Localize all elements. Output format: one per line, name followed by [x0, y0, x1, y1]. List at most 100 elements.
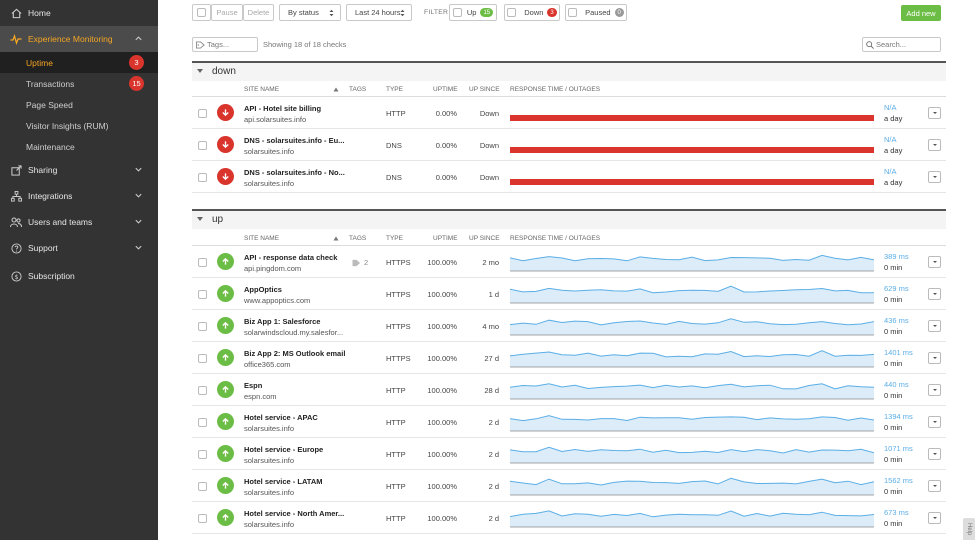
site-name[interactable]: DNS - solarsuites.info - No...	[244, 168, 345, 177]
row-checkbox[interactable]	[198, 450, 207, 459]
table-row[interactable]: AppOptics www.appoptics.com HTTPS 100.00% 1 …	[192, 278, 946, 310]
search-input[interactable]: Search...	[862, 37, 941, 52]
row-menu-button[interactable]	[928, 256, 941, 268]
site-name[interactable]: Biz App 1: Salesforce	[244, 317, 321, 326]
site-name[interactable]: AppOptics	[244, 285, 282, 294]
group-header-down[interactable]: down	[192, 61, 946, 81]
site-name[interactable]: Hotel service - North Amer...	[244, 509, 345, 518]
row-checkbox[interactable]	[198, 290, 207, 299]
site-name[interactable]: Hotel service - Europe	[244, 445, 324, 454]
response-time-value[interactable]: 440 ms	[884, 380, 909, 389]
response-time-sparkline[interactable]	[510, 380, 874, 402]
table-row[interactable]: Hotel service - LATAM solarsuites.info HTT…	[192, 470, 946, 502]
response-time-sparkline[interactable]	[510, 316, 874, 338]
table-row[interactable]: Hotel service - Europe solarsuites.info HT…	[192, 438, 946, 470]
filter-paused-toggle[interactable]: Paused 0	[565, 4, 627, 21]
filter-down-toggle[interactable]: Down 3	[504, 4, 560, 21]
sidebar-item-home[interactable]: Home	[0, 0, 158, 26]
time-range-select[interactable]: Last 24 hours	[346, 4, 412, 21]
row-checkbox[interactable]	[198, 482, 207, 491]
row-checkbox[interactable]	[198, 173, 207, 182]
sidebar-item-transactions[interactable]: Transactions 15	[0, 73, 158, 94]
response-time-value[interactable]: 629 ms	[884, 284, 909, 293]
row-menu-button[interactable]	[928, 139, 941, 151]
site-name[interactable]: Espn	[244, 381, 263, 390]
filter-up-toggle[interactable]: Up 15	[449, 4, 497, 21]
sidebar-item-support[interactable]: Support	[0, 235, 158, 261]
sidebar-item-sharing[interactable]: Sharing	[0, 157, 158, 183]
response-time-sparkline[interactable]	[510, 508, 874, 530]
row-menu-button[interactable]	[928, 512, 941, 524]
sort-asc-icon[interactable]	[333, 87, 339, 92]
response-time-value[interactable]: N/A	[884, 135, 897, 144]
sort-by-status-select[interactable]: By status	[279, 4, 341, 21]
row-menu-button[interactable]	[928, 416, 941, 428]
sidebar-item-users-teams[interactable]: Users and teams	[0, 209, 158, 235]
tags-filter-input[interactable]: Tags...	[192, 37, 258, 52]
row-menu-button[interactable]	[928, 107, 941, 119]
site-name[interactable]: Hotel service - APAC	[244, 413, 318, 422]
table-row[interactable]: Hotel service - North Amer... solarsuites…	[192, 502, 946, 534]
col-site-name[interactable]: SITE NAME	[244, 86, 280, 93]
select-all-checkbox[interactable]	[192, 4, 211, 21]
table-row[interactable]: API - Hotel site billing api.solarsuites.…	[192, 97, 946, 129]
row-checkbox[interactable]	[198, 109, 207, 118]
row-menu-button[interactable]	[928, 480, 941, 492]
sidebar-item-integrations[interactable]: Integrations	[0, 183, 158, 209]
table-row[interactable]: API - response data check api.pingdom.com…	[192, 246, 946, 278]
response-time-value[interactable]: 1401 ms	[884, 348, 913, 357]
row-checkbox[interactable]	[198, 141, 207, 150]
row-menu-button[interactable]	[928, 448, 941, 460]
row-menu-button[interactable]	[928, 384, 941, 396]
sidebar-item-subscription[interactable]: $ Subscription	[0, 263, 158, 289]
response-time-sparkline[interactable]	[510, 284, 874, 306]
feedback-tab[interactable]: Help	[963, 518, 975, 540]
response-time-sparkline[interactable]	[510, 444, 874, 466]
site-name[interactable]: Biz App 2: MS Outlook email	[244, 349, 346, 358]
table-row[interactable]: DNS - solarsuites.info - No... solarsuite…	[192, 161, 946, 193]
response-time-value[interactable]: 1071 ms	[884, 444, 913, 453]
response-time-value[interactable]: 389 ms	[884, 252, 909, 261]
site-name[interactable]: API - Hotel site billing	[244, 104, 322, 113]
sidebar-item-page-speed[interactable]: Page Speed	[0, 94, 158, 115]
row-checkbox[interactable]	[198, 322, 207, 331]
response-time-value[interactable]: 673 ms	[884, 508, 909, 517]
sidebar-item-uptime[interactable]: Uptime 3	[0, 52, 158, 73]
pause-button[interactable]: Pause	[211, 4, 243, 21]
site-name[interactable]: API - response data check	[244, 253, 338, 262]
table-row[interactable]: Biz App 1: Salesforce solarwindscloud.my.…	[192, 310, 946, 342]
row-menu-button[interactable]	[928, 320, 941, 332]
row-checkbox[interactable]	[198, 354, 207, 363]
site-name[interactable]: Hotel service - LATAM	[244, 477, 323, 486]
sort-asc-icon[interactable]	[333, 236, 339, 241]
sidebar-item-maintenance[interactable]: Maintenance	[0, 136, 158, 157]
table-row[interactable]: Hotel service - APAC solarsuites.info HTTP…	[192, 406, 946, 438]
row-checkbox[interactable]	[198, 386, 207, 395]
add-new-button[interactable]: Add new	[901, 5, 941, 21]
outage-bar-graph[interactable]	[510, 167, 874, 189]
outage-bar-graph[interactable]	[510, 103, 874, 125]
row-menu-button[interactable]	[928, 288, 941, 300]
table-row[interactable]: Espn espn.com HTTP 100.00% 28 d 440 ms 0 min	[192, 374, 946, 406]
response-time-value[interactable]: N/A	[884, 167, 897, 176]
response-time-value[interactable]: 1562 ms	[884, 476, 913, 485]
response-time-value[interactable]: 1394 ms	[884, 412, 913, 421]
group-header-up[interactable]: up	[192, 209, 946, 229]
row-menu-button[interactable]	[928, 352, 941, 364]
delete-button[interactable]: Delete	[243, 4, 274, 21]
response-time-value[interactable]: 436 ms	[884, 316, 909, 325]
col-site-name[interactable]: SITE NAME	[244, 235, 280, 242]
response-time-sparkline[interactable]	[510, 252, 874, 274]
row-checkbox[interactable]	[198, 258, 207, 267]
row-checkbox[interactable]	[198, 514, 207, 523]
outage-bar-graph[interactable]	[510, 135, 874, 157]
response-time-sparkline[interactable]	[510, 476, 874, 498]
response-time-sparkline[interactable]	[510, 348, 874, 370]
table-row[interactable]: Biz App 2: MS Outlook email office365.com…	[192, 342, 946, 374]
site-name[interactable]: DNS - solarsuites.info - Eu...	[244, 136, 345, 145]
response-time-value[interactable]: N/A	[884, 103, 897, 112]
sidebar-item-experience-monitoring[interactable]: Experience Monitoring	[0, 26, 158, 52]
response-time-sparkline[interactable]	[510, 412, 874, 434]
sidebar-item-visitor-insights[interactable]: Visitor Insights (RUM)	[0, 115, 158, 136]
row-menu-button[interactable]	[928, 171, 941, 183]
